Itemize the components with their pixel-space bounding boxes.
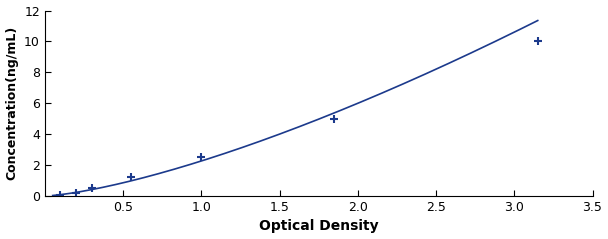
X-axis label: Optical Density: Optical Density	[259, 219, 379, 234]
Y-axis label: Concentration(ng/mL): Concentration(ng/mL)	[5, 26, 19, 180]
